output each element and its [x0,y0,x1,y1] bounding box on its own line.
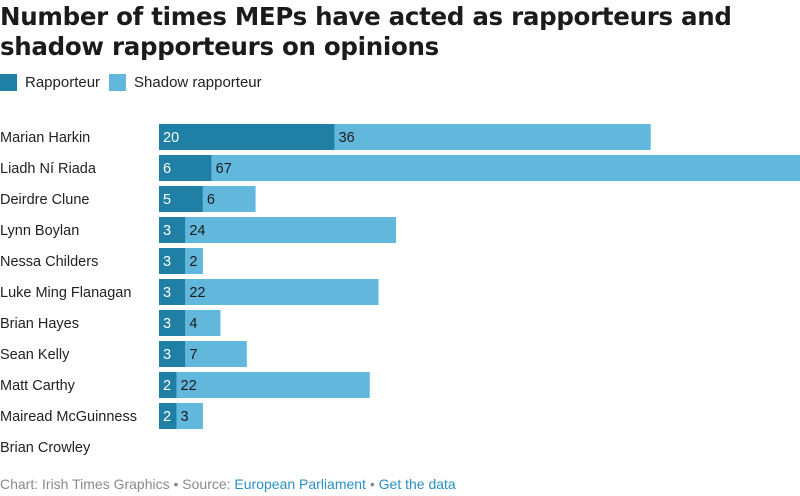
source-link[interactable]: European Parliament [234,476,366,492]
legend-label-shadow-rapporteur: Shadow rapporteur [134,73,262,91]
legend-label-rapporteur: Rapporteur [25,73,101,91]
bar-rapporteur-liadh-ni-riada [159,155,212,181]
bar-rapporteur-brian-hayes [159,310,186,336]
category-label-nessa-childers: Nessa Childers [0,254,98,270]
category-label-liadh-ni-riada: Liadh Ní Riada [0,161,97,177]
get-data-link[interactable]: Get the data [378,476,456,492]
bar-rapporteur-nessa-childers [159,248,186,274]
category-label-matt-carthy: Matt Carthy [0,378,76,394]
bar-rapporteur-deirdre-clune [159,186,203,212]
value-label-shadow-rapporteur-lynn-boylan: 24 [189,223,205,239]
legend-item-rapporteur: Rapporteur [0,73,101,91]
bar-rapporteur-mairead-mcguinness [159,403,177,429]
chart-title: Number of times MEPs have acted as rappo… [0,2,732,61]
value-label-shadow-rapporteur-brian-hayes: 4 [189,316,197,332]
bar-shadow-rapporteur-brian-hayes [185,310,221,336]
bar-shadow-rapporteur-luke-ming-flanagan [185,279,379,305]
bar-rapporteur-marian-harkin [159,124,335,150]
value-label-shadow-rapporteur-matt-carthy: 22 [181,378,197,394]
bar-rapporteur-luke-ming-flanagan [159,279,186,305]
bar-shadow-rapporteur-lynn-boylan [185,217,397,243]
value-label-shadow-rapporteur-marian-harkin: 36 [339,130,355,146]
category-label-brian-hayes: Brian Hayes [0,316,79,332]
value-label-rapporteur-matt-carthy: 2 [163,378,171,394]
bar-rapporteur-matt-carthy [159,372,177,398]
value-label-shadow-rapporteur-nessa-childers: 2 [189,254,197,270]
bar-rapporteur-lynn-boylan [159,217,186,243]
bar-shadow-rapporteur-sean-kelly [185,341,247,367]
category-label-deirdre-clune: Deirdre Clune [0,192,89,208]
category-label-lynn-boylan: Lynn Boylan [0,223,79,239]
bar-shadow-rapporteur-matt-carthy [176,372,370,398]
value-label-rapporteur-sean-kelly: 3 [163,347,171,363]
legend-swatch-shadow-rapporteur [109,73,127,91]
value-label-rapporteur-mairead-mcguinness: 2 [163,409,171,425]
category-label-sean-kelly: Sean Kelly [0,347,70,363]
value-label-shadow-rapporteur-liadh-ni-riada: 67 [216,161,232,177]
value-label-shadow-rapporteur-luke-ming-flanagan: 22 [189,285,205,301]
value-label-rapporteur-lynn-boylan: 3 [163,223,171,239]
legend-swatch-rapporteur [0,73,17,91]
value-label-shadow-rapporteur-sean-kelly: 7 [189,347,197,363]
footer-credit: Chart: Irish Times Graphics • Source: [0,476,235,492]
value-label-rapporteur-liadh-ni-riada: 6 [163,161,171,177]
bar-shadow-rapporteur-liadh-ni-riada [211,155,800,181]
footer-separator: • [365,476,379,492]
category-label-marian-harkin: Marian Harkin [0,130,90,146]
value-label-rapporteur-marian-harkin: 20 [163,130,179,146]
bar-rapporteur-sean-kelly [159,341,186,367]
value-label-shadow-rapporteur-mairead-mcguinness: 3 [181,409,189,425]
value-label-rapporteur-brian-hayes: 3 [163,316,171,332]
bar-shadow-rapporteur-nessa-childers [185,248,203,274]
bar-shadow-rapporteur-mairead-mcguinness [176,403,203,429]
value-label-rapporteur-deirdre-clune: 5 [163,192,171,208]
category-label-brian-crowley: Brian Crowley [0,440,91,456]
bar-shadow-rapporteur-marian-harkin [334,124,651,150]
value-label-rapporteur-nessa-childers: 3 [163,254,171,270]
chart-footer: Chart: Irish Times Graphics • Source: Eu… [0,476,456,492]
bar-shadow-rapporteur-deirdre-clune [202,186,256,212]
category-label-mairead-mcguinness: Mairead McGuinness [0,409,137,425]
legend: Rapporteur Shadow rapporteur [0,72,271,92]
value-label-shadow-rapporteur-deirdre-clune: 6 [207,192,215,208]
value-label-rapporteur-luke-ming-flanagan: 3 [163,285,171,301]
legend-item-shadow-rapporteur: Shadow rapporteur [109,73,262,91]
category-label-luke-ming-flanagan: Luke Ming Flanagan [0,285,131,301]
